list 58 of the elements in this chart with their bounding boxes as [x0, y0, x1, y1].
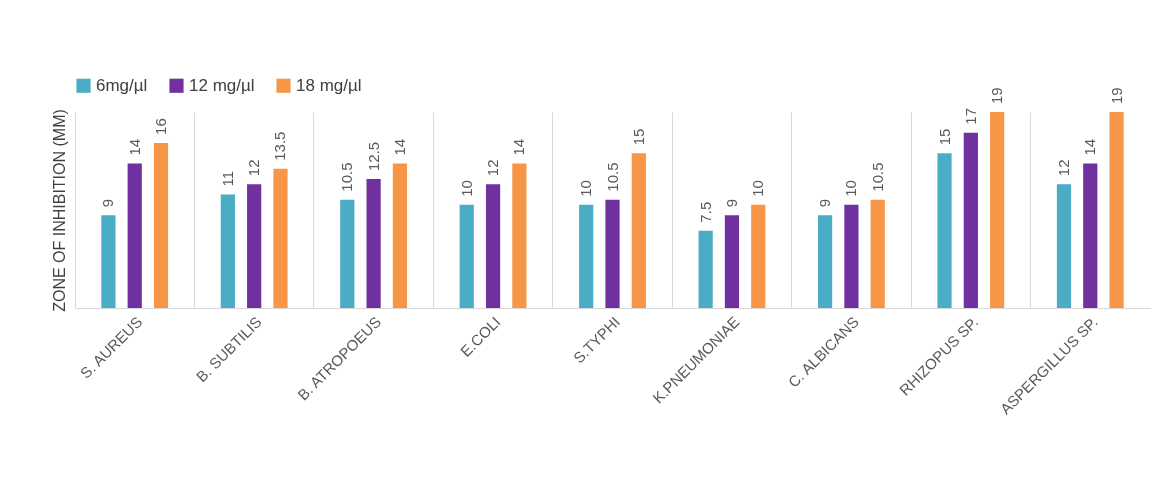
data-label: 10.5	[603, 162, 621, 192]
bar	[459, 204, 474, 308]
bar	[340, 199, 355, 308]
bar	[101, 215, 116, 308]
data-label: 14	[390, 138, 408, 156]
bar	[1056, 184, 1072, 308]
data-label: 12	[1054, 159, 1072, 177]
bar	[512, 163, 527, 308]
data-label: 17	[961, 107, 979, 125]
legend-label: 12 mg/µl	[189, 75, 255, 95]
bar	[220, 194, 235, 308]
data-label: 9	[816, 198, 834, 208]
y-axis-title: ZONE OF INHIBITION (MM)	[50, 109, 68, 312]
legend-label: 18 mg/µl	[296, 75, 362, 95]
bar	[963, 132, 978, 308]
data-label: 13.5	[271, 131, 289, 161]
data-label: 10.5	[868, 162, 886, 192]
bar	[751, 204, 766, 308]
data-label: 10	[577, 180, 595, 197]
bar	[631, 153, 646, 308]
data-label: 19	[988, 87, 1006, 104]
data-label: 12.5	[364, 141, 382, 172]
data-label: 11	[218, 170, 236, 187]
data-label: 15	[629, 128, 647, 146]
data-label: 7.5	[696, 201, 714, 223]
bar	[724, 215, 740, 308]
data-label: 16	[152, 118, 170, 135]
bar	[990, 112, 1005, 308]
data-label: 14	[1081, 138, 1099, 156]
bar	[817, 215, 833, 308]
bar	[127, 163, 142, 308]
bar	[273, 168, 288, 308]
bar	[153, 142, 169, 308]
data-label: 19	[1107, 87, 1125, 104]
data-label: 10.5	[338, 162, 356, 192]
bar	[698, 230, 713, 308]
data-label: 9	[722, 198, 740, 208]
data-label: 12	[245, 159, 263, 177]
bar	[844, 204, 859, 308]
bar	[247, 184, 262, 308]
data-label: 9	[99, 198, 117, 208]
bar	[366, 179, 381, 308]
data-label: 15	[935, 128, 953, 146]
bar	[605, 199, 620, 308]
bar	[392, 163, 408, 308]
bar	[1109, 112, 1124, 308]
bar	[1083, 163, 1098, 308]
bar	[937, 153, 952, 308]
data-label: 10	[749, 180, 767, 197]
data-label: 14	[510, 138, 528, 156]
data-label: 10	[457, 180, 475, 197]
data-label: 12	[484, 159, 502, 177]
bar	[579, 204, 594, 308]
data-label: 14	[125, 138, 143, 156]
bar	[485, 184, 501, 308]
legend-label: 6mg/µl	[96, 75, 148, 95]
data-label: 10	[842, 180, 860, 197]
bar	[870, 199, 885, 308]
